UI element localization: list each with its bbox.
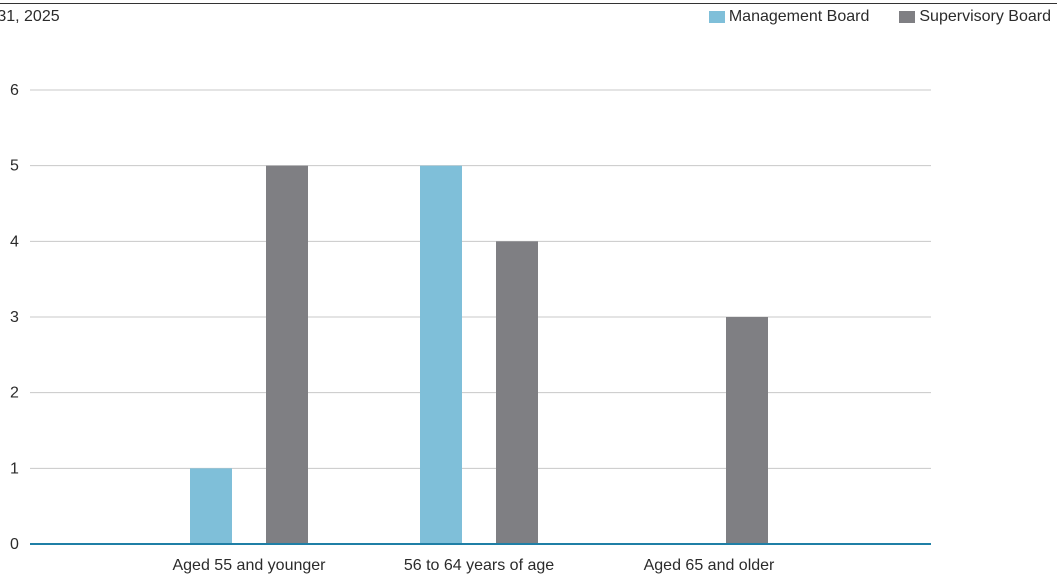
legend-swatch-management-board: [708, 11, 725, 23]
y-tick-label-0: 0: [10, 536, 19, 553]
bar-management-board-aged-55-and-younger: [190, 468, 232, 544]
y-tick-label-5: 5: [10, 158, 19, 175]
y-tick-label-1: 1: [10, 460, 19, 477]
bar-supervisory-board-aged-55-and-younger: [266, 165, 308, 544]
x-tick-label-aged-65-and-older: Aged 65 and older: [644, 557, 775, 574]
y-tick-label-3: 3: [10, 309, 19, 326]
x-tick-label-aged-55-and-younger: Aged 55 and younger: [172, 557, 326, 574]
top-rule: [0, 3, 1057, 4]
bar-management-board-56-to-64-years-of-age: [420, 165, 462, 544]
x-axis-tick-labels: Aged 55 and younger 56 to 64 years of age…: [172, 557, 775, 574]
chart-legend: Management Board Supervisory Board: [679, 8, 1051, 26]
bar-supervisory-board-56-to-64-years-of-age: [496, 241, 538, 545]
bar-supervisory-board-aged-65-and-older: [726, 317, 768, 544]
y-tick-label-2: 2: [10, 385, 19, 402]
chart-subtitle: h 31, 2025: [0, 8, 60, 25]
x-tick-label-56-to-64-years-of-age: 56 to 64 years of age: [404, 557, 554, 574]
legend-item-supervisory-board: Supervisory Board: [899, 8, 1051, 26]
grid-layer: [30, 89, 931, 469]
y-tick-label-4: 4: [10, 233, 19, 250]
legend-label-supervisory-board: Supervisory Board: [919, 8, 1051, 25]
legend-label-management-board: Management Board: [728, 8, 870, 25]
legend-swatch-supervisory-board: [899, 11, 916, 23]
legend-item-management-board: Management Board: [708, 8, 870, 26]
y-tick-label-6: 6: [10, 82, 19, 99]
bars: [190, 165, 768, 545]
y-axis-tick-labels: 0 1 2 3 4 5 6: [10, 82, 19, 553]
